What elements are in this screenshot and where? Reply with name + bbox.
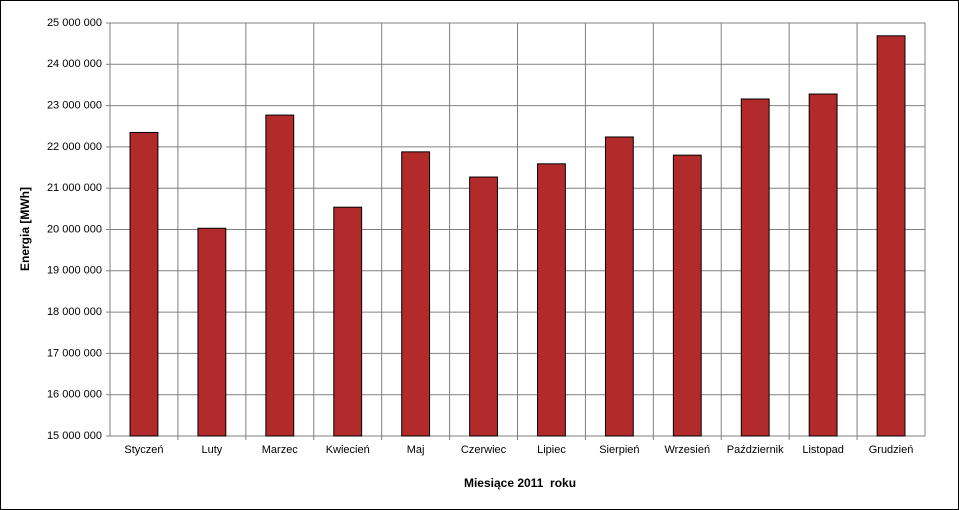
x-tick-label: Czerwiec [461,444,507,456]
x-tick-label: Marzec [262,444,299,456]
y-tick-label: 15 000 000 [47,430,102,442]
bar [197,227,227,437]
bar [401,151,431,437]
bar [604,136,634,437]
bar [333,206,363,437]
y-tick-label: 24 000 000 [47,58,102,70]
y-tick-label: 17 000 000 [47,347,102,359]
bar [469,176,498,437]
bar [740,98,770,437]
x-tick-label: Sierpień [599,444,639,456]
x-tick-label: Maj [407,444,425,456]
plot-border [109,22,926,437]
y-tick-label: 22 000 000 [47,141,102,153]
x-tick-label: Lipiec [537,444,566,456]
y-tick-label: 23 000 000 [47,100,102,112]
x-tick-label: Styczeń [124,444,163,456]
y-tick-label: 20 000 000 [47,223,102,235]
x-tick-label: Kwiecień [326,444,370,456]
bar [876,35,906,437]
x-axis-title: Miesiące 2011 roku [464,476,576,490]
y-tick-label: 21 000 000 [47,182,102,194]
bar [537,163,566,437]
bar [265,114,295,437]
bar [672,154,702,437]
bar [808,93,838,437]
y-tick-label: 25 000 000 [47,17,102,29]
x-tick-label: Grudzień [869,444,914,456]
x-tick-label: Wrzesień [664,444,710,456]
y-axis-title: Energia [MWh] [18,187,32,271]
bar [129,131,159,437]
x-tick-label: Luty [201,444,222,456]
x-tick-label: Październik [727,444,784,456]
y-tick-label: 16 000 000 [47,389,102,401]
y-tick-label: 19 000 000 [47,265,102,277]
y-tick-label: 18 000 000 [47,306,102,318]
x-tick-label: Listopad [802,444,844,456]
